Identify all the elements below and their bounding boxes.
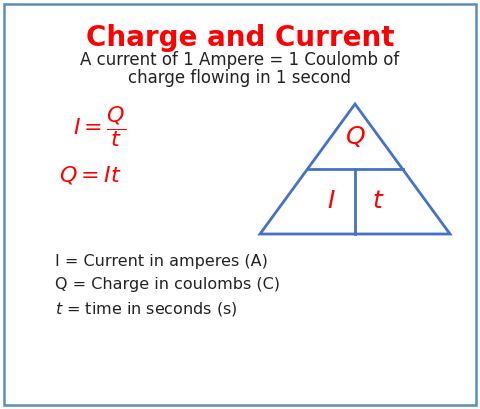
Text: $Q$: $Q$ [345,124,365,149]
Text: charge flowing in 1 second: charge flowing in 1 second [129,69,351,87]
Text: $t$ = time in seconds (s): $t$ = time in seconds (s) [55,300,238,318]
Text: Charge and Current: Charge and Current [86,24,394,52]
Text: Q = Charge in coulombs (C): Q = Charge in coulombs (C) [55,277,280,292]
Polygon shape [260,104,450,234]
Text: A current of 1 Ampere = 1 Coulomb of: A current of 1 Ampere = 1 Coulomb of [80,51,400,69]
Text: I = Current in amperes (A): I = Current in amperes (A) [55,254,268,269]
Text: $I = \dfrac{Q}{t}$: $I = \dfrac{Q}{t}$ [73,104,127,149]
Text: $Q = It$: $Q = It$ [59,164,121,186]
FancyBboxPatch shape [4,4,476,405]
Text: $I$: $I$ [327,189,336,213]
Text: $t$: $t$ [372,189,385,213]
